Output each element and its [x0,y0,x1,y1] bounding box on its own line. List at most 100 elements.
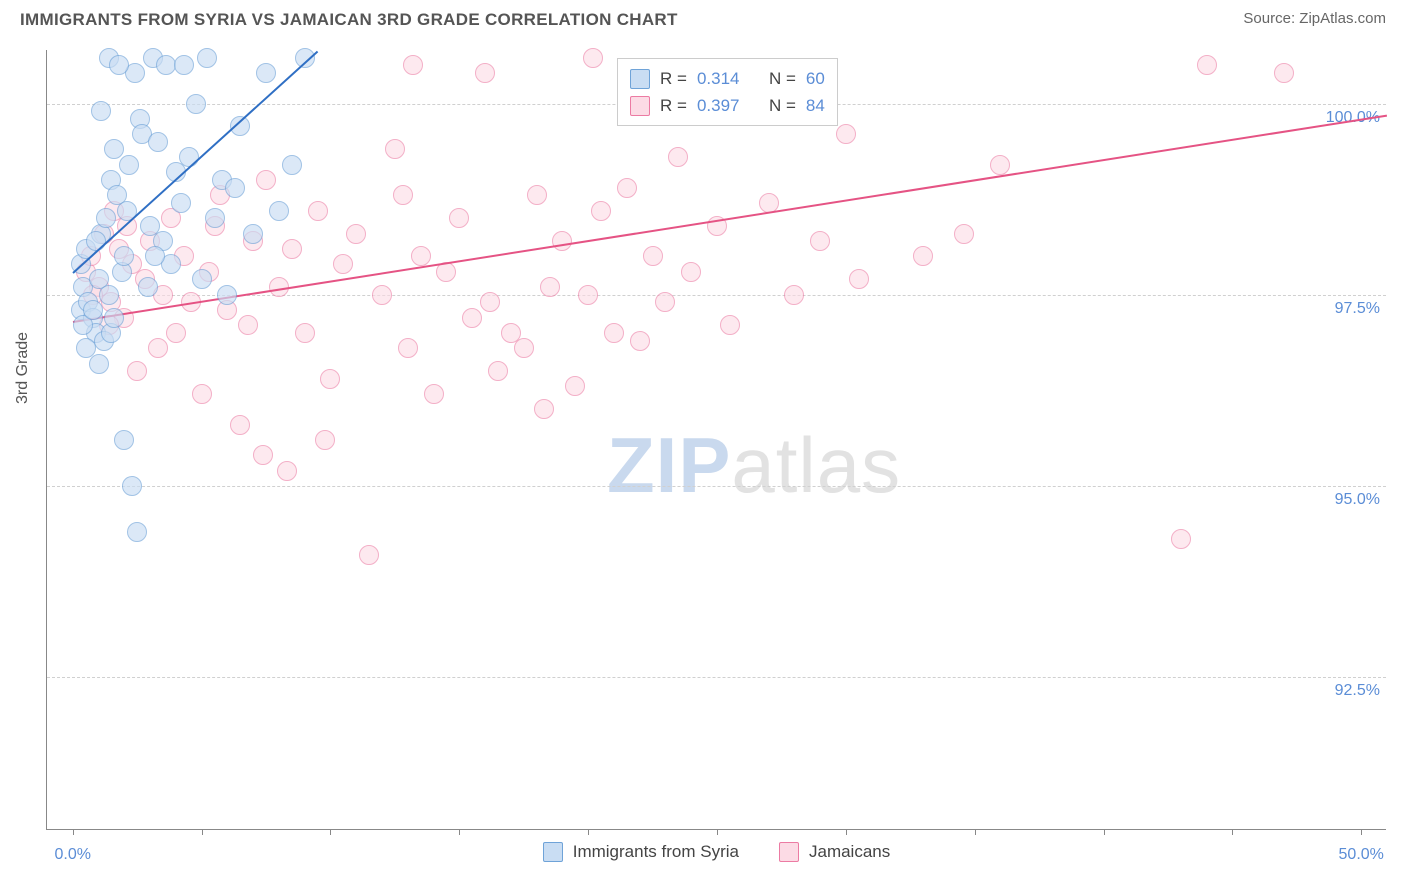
scatter-point-jamaicans [591,201,611,221]
y-tick-label: 97.5% [1335,300,1380,318]
x-tick [1104,829,1105,835]
scatter-point-jamaicans [393,185,413,205]
scatter-point-syria [171,193,191,213]
scatter-point-syria [282,155,302,175]
scatter-point-syria [96,208,116,228]
scatter-point-syria [205,208,225,228]
scatter-point-syria [138,277,158,297]
scatter-point-jamaicans [527,185,547,205]
chart-area: ZIPatlas 92.5%95.0%97.5%100.0%0.0%50.0%R… [46,50,1386,830]
scatter-point-jamaicans [346,224,366,244]
scatter-point-jamaicans [238,315,258,335]
watermark-atlas: atlas [731,421,901,509]
legend-swatch [543,842,563,862]
scatter-point-jamaicans [256,170,276,190]
gridline [47,486,1386,487]
legend-item: Jamaicans [779,842,890,862]
scatter-point-jamaicans [385,139,405,159]
scatter-point-syria [83,300,103,320]
scatter-point-jamaicans [166,323,186,343]
scatter-point-jamaicans [411,246,431,266]
series-legend: Immigrants from Syria Jamaicans [47,842,1386,862]
x-tick [588,829,589,835]
scatter-point-syria [243,224,263,244]
n-label: N = [769,65,796,92]
scatter-point-syria [225,178,245,198]
scatter-point-jamaicans [403,55,423,75]
scatter-point-jamaicans [583,48,603,68]
x-tick [717,829,718,835]
scatter-point-jamaicans [148,338,168,358]
scatter-point-jamaicans [681,262,701,282]
x-tick [846,829,847,835]
scatter-point-jamaicans [253,445,273,465]
scatter-point-jamaicans [462,308,482,328]
source-attribution: Source: ZipAtlas.com [1243,10,1386,27]
scatter-point-jamaicans [480,292,500,312]
x-tick [330,829,331,835]
scatter-point-jamaicans [1274,63,1294,83]
scatter-point-jamaicans [810,231,830,251]
scatter-point-syria [192,269,212,289]
header: IMMIGRANTS FROM SYRIA VS JAMAICAN 3RD GR… [0,0,1406,36]
scatter-point-syria [186,94,206,114]
scatter-point-syria [89,354,109,374]
scatter-point-syria [256,63,276,83]
scatter-point-jamaicans [913,246,933,266]
y-axis-title: 3rd Grade [14,332,32,404]
chart-title: IMMIGRANTS FROM SYRIA VS JAMAICAN 3RD GR… [20,10,678,30]
x-tick [1232,829,1233,835]
scatter-point-syria [104,308,124,328]
scatter-point-syria [86,231,106,251]
scatter-point-jamaicans [643,246,663,266]
watermark: ZIPatlas [607,420,901,511]
legend-swatch [630,69,650,89]
scatter-point-jamaicans [1171,529,1191,549]
scatter-point-jamaicans [315,430,335,450]
scatter-point-jamaicans [1197,55,1217,75]
scatter-point-syria [148,132,168,152]
scatter-point-jamaicans [514,338,534,358]
scatter-point-syria [114,430,134,450]
watermark-zip: ZIP [607,421,731,509]
legend-swatch [779,842,799,862]
scatter-point-syria [127,522,147,542]
scatter-point-syria [197,48,217,68]
source-name: ZipAtlas.com [1299,10,1386,27]
r-value: 0.314 [697,65,740,92]
plot-area: ZIPatlas 92.5%95.0%97.5%100.0%0.0%50.0%R… [46,50,1386,830]
legend-swatch [630,96,650,116]
scatter-point-jamaicans [372,285,392,305]
n-value: 84 [806,92,825,119]
scatter-point-jamaicans [475,63,495,83]
scatter-point-jamaicans [720,315,740,335]
scatter-point-jamaicans [295,323,315,343]
gridline [47,677,1386,678]
scatter-point-jamaicans [534,399,554,419]
scatter-point-jamaicans [333,254,353,274]
scatter-point-jamaicans [398,338,418,358]
n-value: 60 [806,65,825,92]
stats-legend: R =0.314 N =60R =0.397 N =84 [617,58,838,126]
stats-legend-row: R =0.397 N =84 [630,92,825,119]
scatter-point-jamaicans [192,384,212,404]
scatter-point-syria [217,285,237,305]
scatter-point-jamaicans [449,208,469,228]
scatter-point-syria [179,147,199,167]
scatter-point-jamaicans [552,231,572,251]
x-tick [202,829,203,835]
y-tick-label: 95.0% [1335,491,1380,509]
n-label: N = [769,92,796,119]
stats-legend-row: R =0.314 N =60 [630,65,825,92]
legend-label: Immigrants from Syria [573,842,739,862]
r-value: 0.397 [697,92,740,119]
scatter-point-syria [156,55,176,75]
scatter-point-syria [145,246,165,266]
scatter-point-syria [174,55,194,75]
scatter-point-syria [269,201,289,221]
scatter-point-syria [104,139,124,159]
scatter-point-jamaicans [604,323,624,343]
scatter-point-jamaicans [359,545,379,565]
scatter-point-syria [122,476,142,496]
scatter-point-jamaicans [954,224,974,244]
